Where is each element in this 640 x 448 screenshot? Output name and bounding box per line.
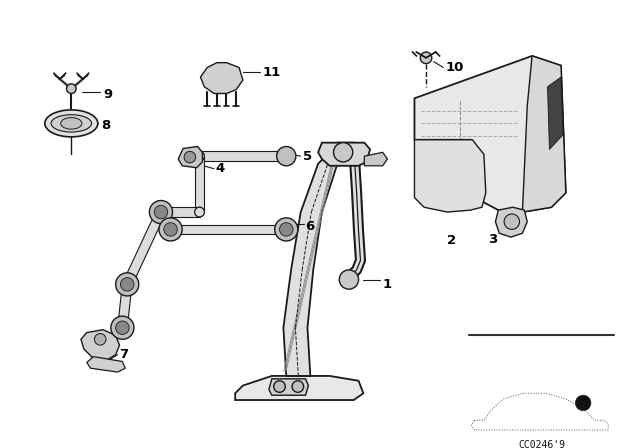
Polygon shape xyxy=(547,77,563,150)
Text: 6: 6 xyxy=(305,220,315,233)
Circle shape xyxy=(122,280,132,289)
Circle shape xyxy=(116,321,129,335)
Polygon shape xyxy=(318,142,370,166)
Circle shape xyxy=(156,207,166,217)
Circle shape xyxy=(275,218,298,241)
Text: 8: 8 xyxy=(101,119,111,132)
Polygon shape xyxy=(118,284,132,328)
Circle shape xyxy=(159,218,182,241)
Ellipse shape xyxy=(45,110,98,137)
Polygon shape xyxy=(195,156,204,212)
Text: 4: 4 xyxy=(216,162,225,175)
Text: 10: 10 xyxy=(445,61,464,74)
Circle shape xyxy=(276,146,296,166)
Circle shape xyxy=(282,224,291,234)
Ellipse shape xyxy=(61,117,82,129)
Polygon shape xyxy=(200,151,286,161)
Polygon shape xyxy=(495,207,527,237)
Circle shape xyxy=(120,278,134,291)
Circle shape xyxy=(195,151,204,161)
Circle shape xyxy=(154,205,168,219)
Polygon shape xyxy=(235,376,364,400)
Polygon shape xyxy=(415,56,566,212)
Text: 5: 5 xyxy=(303,150,312,163)
Text: 2: 2 xyxy=(447,234,456,247)
Polygon shape xyxy=(87,357,125,372)
Ellipse shape xyxy=(51,115,92,132)
Circle shape xyxy=(420,52,432,64)
Polygon shape xyxy=(81,330,120,361)
Circle shape xyxy=(195,207,204,217)
Circle shape xyxy=(166,224,175,234)
Polygon shape xyxy=(179,146,202,168)
Circle shape xyxy=(274,381,285,392)
Circle shape xyxy=(195,151,204,161)
Polygon shape xyxy=(269,379,308,395)
Polygon shape xyxy=(161,207,200,217)
Circle shape xyxy=(95,333,106,345)
Text: 11: 11 xyxy=(262,66,280,79)
Text: 9: 9 xyxy=(103,88,112,101)
Polygon shape xyxy=(123,210,165,286)
Text: 1: 1 xyxy=(383,278,392,291)
Text: CC0246'9: CC0246'9 xyxy=(518,439,565,448)
Polygon shape xyxy=(364,152,387,166)
Circle shape xyxy=(280,223,293,236)
Circle shape xyxy=(195,207,204,217)
Circle shape xyxy=(292,381,303,392)
Polygon shape xyxy=(200,63,243,94)
Circle shape xyxy=(575,395,591,411)
Polygon shape xyxy=(415,140,486,212)
Text: 3: 3 xyxy=(488,233,497,246)
Circle shape xyxy=(116,273,139,296)
Polygon shape xyxy=(171,224,286,234)
Circle shape xyxy=(67,84,76,94)
Circle shape xyxy=(164,223,177,236)
Circle shape xyxy=(122,280,132,289)
Circle shape xyxy=(282,151,291,161)
Circle shape xyxy=(156,207,166,217)
Circle shape xyxy=(339,270,358,289)
Circle shape xyxy=(111,316,134,339)
Polygon shape xyxy=(284,142,355,376)
Circle shape xyxy=(504,214,520,229)
Text: 7: 7 xyxy=(120,348,129,361)
Circle shape xyxy=(184,151,196,163)
Circle shape xyxy=(333,142,353,162)
Polygon shape xyxy=(522,56,566,212)
Circle shape xyxy=(149,201,173,224)
Circle shape xyxy=(118,323,127,332)
